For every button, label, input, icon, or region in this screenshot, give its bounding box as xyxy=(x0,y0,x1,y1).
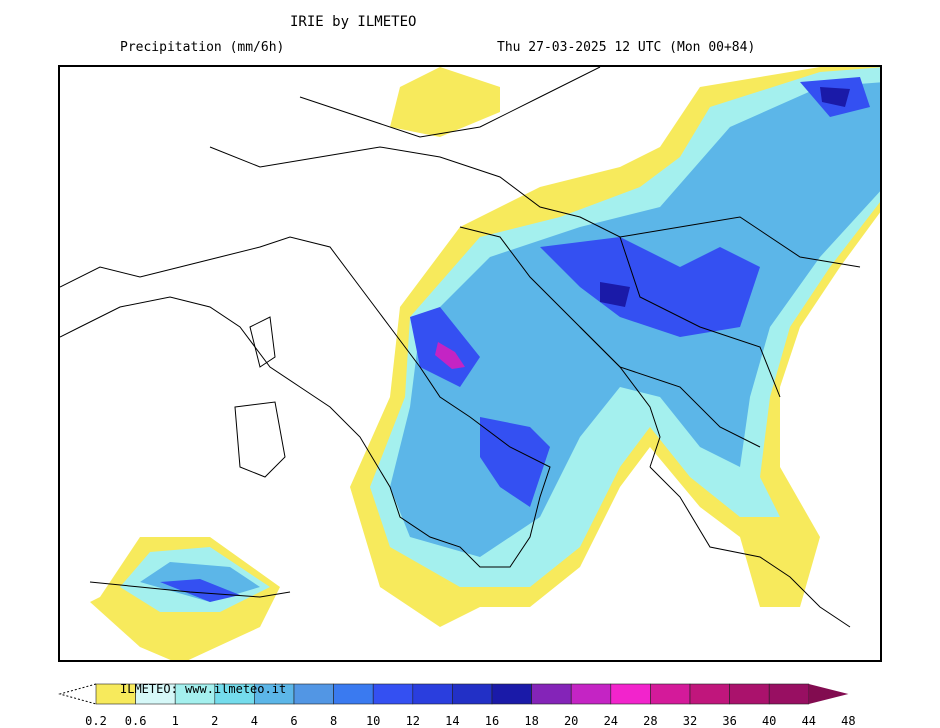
legend-tick-label: 6 xyxy=(290,714,298,728)
legend-tick-label: 28 xyxy=(643,714,658,728)
legend-tick-label: 32 xyxy=(682,714,698,728)
legend-tick-label: 0.6 xyxy=(124,714,147,728)
precipitation-map xyxy=(58,65,882,662)
legend-tick-label: 2 xyxy=(211,714,219,728)
legend-overflow-arrow xyxy=(808,684,849,704)
legend-tick-label: 10 xyxy=(365,714,381,728)
legend-underflow-arrow xyxy=(58,683,97,705)
legend-tick-label: 4 xyxy=(250,714,259,728)
legend-swatch xyxy=(293,683,334,705)
legend-swatch xyxy=(452,683,493,705)
legend-bar xyxy=(58,683,849,705)
legend-tick-label: 14 xyxy=(445,714,460,728)
legend-swatch xyxy=(570,683,612,705)
map-canvas xyxy=(60,67,880,660)
legend-tick-label: 1 xyxy=(171,714,179,728)
legend-swatch xyxy=(729,683,770,705)
precip-area-4 xyxy=(600,282,630,307)
coastlines-borders xyxy=(60,67,861,628)
legend-tick-label: 0.2 xyxy=(85,714,107,728)
legend-tick-label: 24 xyxy=(603,714,619,728)
legend-swatch xyxy=(333,683,374,705)
precip-area-3 xyxy=(480,417,550,507)
precip-area-3 xyxy=(160,579,240,602)
legend-swatch xyxy=(491,683,532,705)
precip-area-max xyxy=(435,342,465,369)
color-legend: ILMETEO: www.ilmeteo.it 0.2 0.6 1 2 4 6 8 10 12 1… xyxy=(58,680,888,728)
legend-tick-label: 36 xyxy=(722,714,737,728)
watermark: ILMETEO: www.ilmeteo.it xyxy=(120,682,287,696)
precip-area-3 xyxy=(540,237,760,337)
chart-title: IRIE by ILMETEO xyxy=(290,14,417,30)
legend-swatch xyxy=(768,683,810,705)
precip-area-4 xyxy=(820,87,850,107)
legend-swatch xyxy=(372,683,414,705)
legend-swatch xyxy=(689,683,730,705)
legend-tick-label: 40 xyxy=(761,714,777,728)
precipitation-field xyxy=(90,67,880,660)
legend-tick-label: 18 xyxy=(524,714,539,728)
legend-tick-label: 44 xyxy=(801,714,817,728)
valid-time-label: Thu 27-03-2025 12 UTC (Mon 00+84) xyxy=(497,40,756,55)
legend-tick-label: 20 xyxy=(563,714,579,728)
legend-swatch xyxy=(610,683,651,705)
legend-swatch xyxy=(650,683,691,705)
legend-tick-label: 8 xyxy=(329,714,338,728)
legend-tick-label: 12 xyxy=(405,714,421,728)
legend-swatch xyxy=(531,683,572,705)
variable-label: Precipitation (mm/6h) xyxy=(120,40,285,55)
legend-tick-label: 16 xyxy=(484,714,500,728)
legend-swatch xyxy=(412,683,453,705)
precip-area-light xyxy=(390,67,500,137)
legend-tick-label: 48 xyxy=(841,714,856,728)
